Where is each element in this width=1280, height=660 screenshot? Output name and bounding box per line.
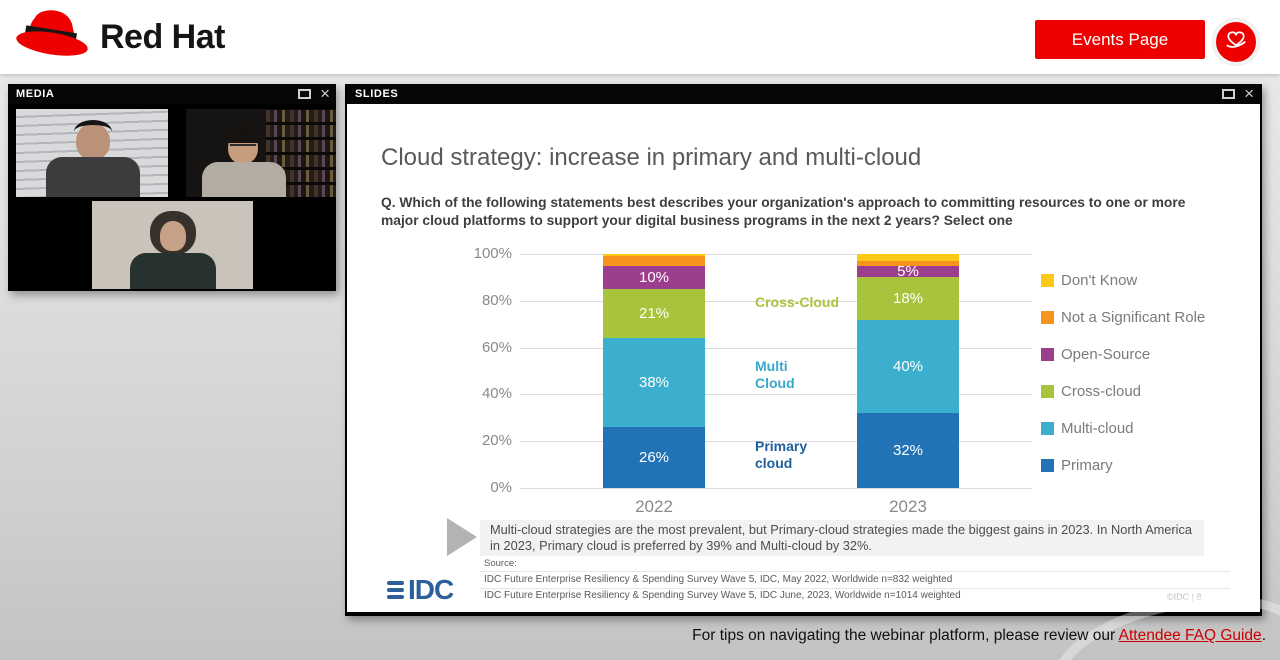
legend-label: Cross-cloud bbox=[1061, 382, 1142, 400]
gridline bbox=[520, 488, 1032, 489]
legend-item: Primary bbox=[1041, 455, 1205, 475]
slides-panel-title: SLIDES bbox=[355, 88, 399, 100]
legend-label: Primary bbox=[1061, 456, 1113, 474]
gridline bbox=[520, 347, 1032, 349]
segment-value-label: 18% bbox=[892, 289, 924, 307]
bar-segment-primary: 32% bbox=[857, 413, 959, 488]
group-label: Cross-Cloud bbox=[755, 294, 839, 310]
events-page-button[interactable]: Events Page bbox=[1035, 20, 1205, 59]
annotation-text: Multi-cloud strategies are the most prev… bbox=[480, 520, 1204, 556]
legend-label: Open-Source bbox=[1061, 345, 1151, 363]
media-panel-title: MEDIA bbox=[16, 88, 55, 100]
legend-label: Multi-cloud bbox=[1061, 419, 1134, 437]
idc-logo-bars-icon bbox=[387, 581, 404, 599]
x-axis-label: 2022 bbox=[635, 497, 673, 516]
bar-segment-cross-cloud: 18% bbox=[857, 277, 959, 320]
idc-logo: IDC bbox=[387, 574, 454, 606]
source-line-2: IDC Future Enterprise Resiliency & Spend… bbox=[484, 590, 961, 601]
segment-value-label: 38% bbox=[638, 374, 670, 392]
speaker-3-avatar bbox=[150, 211, 196, 255]
bar-segment-don-t-know bbox=[857, 254, 959, 262]
maximize-icon[interactable] bbox=[298, 89, 312, 99]
top-header: Red Hat Events Page bbox=[0, 0, 1280, 74]
speaker-2-avatar bbox=[227, 127, 259, 164]
bar-segment-not-a-significant-role bbox=[603, 256, 705, 266]
maximize-icon[interactable] bbox=[1222, 89, 1236, 99]
x-axis-label: 2023 bbox=[889, 497, 927, 516]
legend-swatch-icon bbox=[1041, 310, 1054, 324]
bar-segment-don-t-know bbox=[603, 254, 705, 257]
legend-swatch-icon bbox=[1041, 421, 1054, 435]
group-label: Primary cloud bbox=[755, 438, 808, 471]
gridline bbox=[520, 441, 1032, 443]
video-tile-speaker-3 bbox=[92, 201, 253, 289]
attendee-faq-link[interactable]: Attendee FAQ Guide bbox=[1118, 627, 1262, 644]
group-label: Multi Cloud bbox=[755, 358, 795, 391]
page-footer: For tips on navigating the webinar platf… bbox=[692, 627, 1266, 644]
close-icon[interactable]: × bbox=[1244, 84, 1254, 103]
y-axis-tick: 40% bbox=[481, 385, 512, 403]
reaction-button[interactable] bbox=[1213, 19, 1259, 65]
segment-value-label: 40% bbox=[892, 357, 924, 375]
bar-segment-not-a-significant-role bbox=[857, 261, 959, 266]
y-axis-tick: 60% bbox=[481, 338, 512, 356]
heart-hand-icon bbox=[1222, 26, 1250, 59]
redhat-fedora-icon bbox=[14, 8, 90, 67]
source-line-1: IDC Future Enterprise Resiliency & Spend… bbox=[484, 574, 953, 585]
footer-text: For tips on navigating the webinar platf… bbox=[692, 627, 1119, 644]
segment-value-label: 26% bbox=[638, 449, 670, 467]
legend-item: Not a Significant Role bbox=[1041, 307, 1205, 327]
chart-legend: Don't Know Not a Significant Role Open-Sou… bbox=[1041, 270, 1205, 492]
y-axis-tick: 80% bbox=[481, 291, 512, 309]
y-axis-tick: 0% bbox=[490, 479, 512, 496]
legend-item: Multi-cloud bbox=[1041, 418, 1205, 438]
annotation-arrow-icon bbox=[447, 518, 477, 556]
segment-value-label: 32% bbox=[892, 442, 924, 460]
speaker-1-avatar bbox=[74, 120, 112, 160]
legend-item: Open-Source bbox=[1041, 344, 1205, 364]
slide: Cloud strategy: increase in primary and … bbox=[347, 104, 1260, 612]
segment-value-label: 10% bbox=[638, 268, 670, 286]
slides-panel: SLIDES × Cloud strategy: increase in pri… bbox=[345, 84, 1262, 616]
y-axis-tick: 100% bbox=[473, 245, 512, 262]
y-axis-tick: 20% bbox=[481, 432, 512, 450]
legend-swatch-icon bbox=[1041, 273, 1054, 287]
legend-label: Don't Know bbox=[1061, 271, 1138, 289]
legend-swatch-icon bbox=[1041, 347, 1054, 361]
bar-segment-multi-cloud: 40% bbox=[857, 319, 959, 414]
redhat-logo: Red Hat bbox=[14, 8, 225, 67]
legend-swatch-icon bbox=[1041, 458, 1054, 472]
segment-value-label: 21% bbox=[638, 305, 670, 323]
media-panel: MEDIA × bbox=[8, 84, 336, 291]
video-grid bbox=[8, 104, 336, 289]
bar-segment-multi-cloud: 38% bbox=[603, 338, 705, 428]
chart: 0% 20% 40% 60% 80% 100% 26% 38% 21% 10% 2022 32% 40%… bbox=[347, 104, 1260, 612]
slide-title: Cloud strategy: increase in primary and … bbox=[381, 144, 922, 171]
gridline bbox=[520, 394, 1032, 396]
close-icon[interactable]: × bbox=[320, 84, 330, 103]
video-tile-speaker-2 bbox=[186, 109, 336, 197]
bar-segment-primary: 26% bbox=[603, 427, 705, 488]
legend-item: Cross-cloud bbox=[1041, 381, 1205, 401]
brand-name: Red Hat bbox=[100, 18, 225, 56]
slide-question: Q. Which of the following statements bes… bbox=[381, 195, 1186, 229]
legend-label: Not a Significant Role bbox=[1061, 308, 1206, 326]
media-panel-header: MEDIA × bbox=[8, 84, 336, 104]
video-tile-speaker-1 bbox=[16, 109, 168, 197]
gridline bbox=[520, 300, 1032, 302]
slide-page-number: ©IDC | 8 bbox=[1167, 592, 1202, 602]
gridline bbox=[520, 254, 1032, 255]
bar-segment-open-source: 5% bbox=[857, 263, 959, 281]
legend-swatch-icon bbox=[1041, 384, 1054, 398]
legend-item: Don't Know bbox=[1041, 270, 1205, 290]
slides-panel-header: SLIDES × bbox=[347, 84, 1260, 104]
bar-segment-open-source: 10% bbox=[603, 265, 705, 290]
source-label: Source: bbox=[484, 558, 517, 569]
segment-value-label: 5% bbox=[897, 263, 919, 281]
bar-segment-cross-cloud: 21% bbox=[603, 289, 705, 339]
